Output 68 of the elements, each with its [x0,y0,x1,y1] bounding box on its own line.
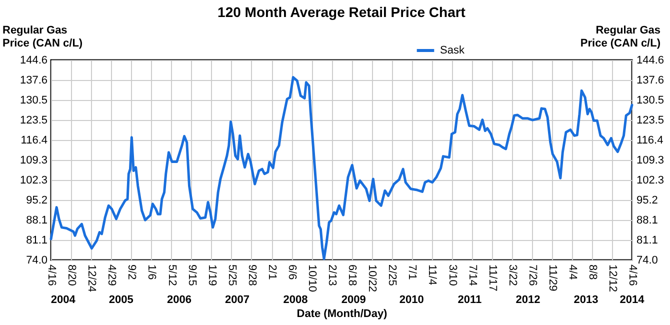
y2-tick-label: 95.2 [636,194,658,206]
y2-tick-label: 137.6 [636,74,664,86]
x-tick-label: 10/22 [366,264,378,292]
x-tick-label: 12/12 [606,264,619,292]
x-tick-label: 8/8 [586,264,599,280]
y2-tick-label: 74.0 [636,254,658,266]
x-tick-label: 8/20 [66,264,78,286]
x-tick-label: 6/18 [346,264,358,286]
y2-axis-title: Regular Gas Price (CAN c/L) [580,24,661,50]
x2-tick-label: 2006 [166,294,192,306]
x-tick-label: 12/24 [86,264,98,292]
y-tick-label: 74.0 [26,254,48,266]
x-tick-label: 7/26 [526,264,538,286]
x-tick-label: 10/10 [306,264,318,292]
y2-tick-label: 123.5 [636,114,664,126]
x-tick-label: 6/6 [286,264,298,280]
y2-tick-label: 88.1 [636,214,658,227]
x-tick-label: 4/16 [626,264,638,286]
x-tick-label: 2/1 [266,264,278,280]
y2-tick-label: 81.1 [636,234,658,246]
x-tick-label: 4/4 [566,264,579,280]
x2-tick-label: 2004 [50,294,76,306]
x-tick-label: 9/15 [186,264,198,286]
x-tick-label: 9/28 [246,264,258,286]
x-tick-label: 5/25 [226,264,238,286]
x2-tick-label: 2009 [341,294,366,306]
x2-tick-label: 2011 [458,294,482,306]
y-tick-label: 130.5 [20,94,48,106]
x-tick-label: 1/19 [206,264,218,286]
x2-tick-label: 2013 [574,294,598,306]
y-tick-label: 102.3 [20,174,48,186]
x-axis-title: Date (Month/Day) [296,308,388,320]
x-tick-label: 2/13 [326,264,338,286]
x-tick-label: 2/25 [386,264,398,286]
x2-tick-label: 2010 [399,294,424,306]
x-tick-label: 3/22 [506,264,518,286]
y2-tick-label: 109.3 [636,154,664,166]
y-tick-label: 81.1 [26,234,48,246]
y2-tick-label: 130.5 [636,94,664,106]
x-tick-label: 4/16 [46,264,58,286]
y2-tick-label: 144.6 [636,54,664,66]
legend-label: Sask [440,44,465,56]
y-axis-title: Regular Gas Price (CAN c/L) [2,24,83,50]
x-tick-label: 11/17 [486,264,498,292]
y-tick-label: 95.2 [26,194,48,206]
x2-tick-label: 2005 [108,294,134,306]
chart-title: 120 Month Average Retail Price Chart [218,4,466,20]
x2-tick-label: 2007 [225,294,250,306]
x-tick-label: 7/14 [466,264,478,286]
y2-tick-label: 116.4 [636,134,664,146]
x-tick-label: 9/2 [126,264,138,280]
y-tick-label: 109.3 [20,154,48,166]
x-tick-label: 1/6 [146,264,158,280]
x2-tick-label: 2014 [620,294,646,306]
x2-tick-label: 2008 [283,294,308,306]
y-tick-label: 88.1 [26,214,48,227]
x2-tick-label: 2012 [516,294,540,306]
y-tick-label: 123.5 [20,114,48,126]
x-tick-label: 7/1 [406,264,418,280]
y-tick-label: 116.4 [20,134,48,146]
x-tick-label: 11/4 [426,264,438,286]
y-tick-label: 137.6 [20,74,48,86]
x-tick-label: 5/12 [166,264,178,286]
y-tick-label: 144.6 [20,54,48,66]
x-tick-label: 3/10 [446,264,458,286]
x-tick-label: 4/29 [106,264,118,286]
x-tick-label: 11/29 [546,264,558,292]
y2-tick-label: 102.3 [636,174,664,186]
